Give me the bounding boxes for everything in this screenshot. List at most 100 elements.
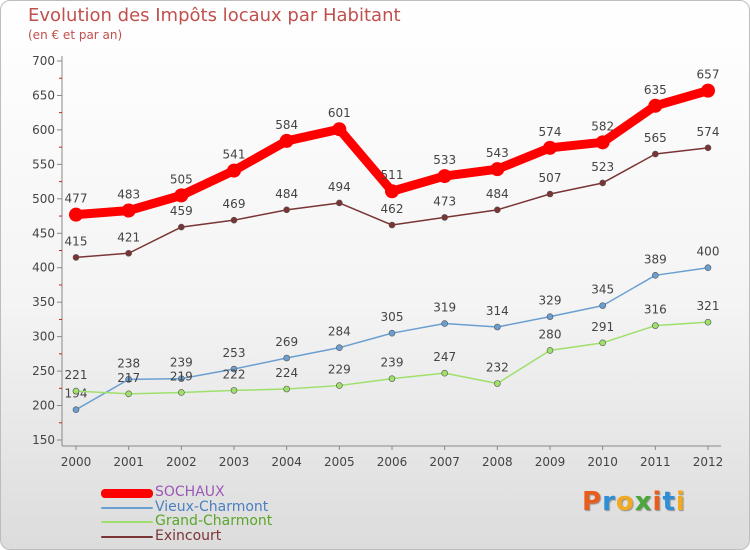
y-tick-label: 550 bbox=[32, 157, 55, 171]
data-label: 507 bbox=[539, 171, 562, 185]
data-point bbox=[227, 163, 241, 178]
data-point bbox=[441, 214, 448, 221]
legend-label: Vieux-Charmont bbox=[155, 498, 269, 515]
x-tick-label: 2003 bbox=[219, 455, 250, 469]
data-label: 305 bbox=[381, 310, 404, 324]
data-point bbox=[230, 216, 238, 224]
data-label: 511 bbox=[381, 168, 404, 182]
data-label: 253 bbox=[223, 346, 246, 360]
x-tick-label: 2000 bbox=[61, 455, 92, 469]
data-point bbox=[704, 264, 712, 272]
legend-swatch bbox=[101, 535, 153, 538]
data-point bbox=[336, 382, 343, 389]
data-label: 494 bbox=[328, 180, 351, 194]
data-point bbox=[72, 254, 80, 261]
chart-axes: 150 200 250 300 350 400 450 500 550 600 650 700 2000… bbox=[32, 54, 723, 469]
data-point bbox=[652, 272, 659, 279]
data-point bbox=[336, 199, 343, 207]
data-label: 473 bbox=[433, 194, 456, 208]
data-point bbox=[494, 323, 501, 331]
data-label: 239 bbox=[381, 356, 404, 370]
series-exincourt: 415 421 459 469 484 494 462 473 484 507 523 565 574 bbox=[65, 125, 720, 261]
data-point bbox=[704, 318, 712, 326]
x-tick-label: 2007 bbox=[429, 455, 460, 469]
brand-logo: Proxiti bbox=[582, 487, 686, 517]
data-label: 459 bbox=[170, 204, 193, 218]
data-label: 280 bbox=[539, 327, 562, 341]
data-point bbox=[125, 249, 132, 257]
data-point bbox=[648, 98, 663, 113]
data-label: 400 bbox=[697, 245, 720, 259]
data-label: 329 bbox=[539, 294, 562, 308]
data-label: 232 bbox=[486, 360, 509, 374]
data-label: 321 bbox=[697, 299, 720, 313]
chart-subtitle: (en € et par an) bbox=[28, 28, 123, 42]
data-point bbox=[388, 375, 396, 382]
data-point bbox=[652, 150, 659, 158]
data-point bbox=[385, 184, 399, 199]
data-point bbox=[546, 190, 554, 198]
data-label: 239 bbox=[170, 356, 193, 370]
data-label: 533 bbox=[433, 153, 456, 167]
data-point bbox=[437, 169, 452, 184]
data-label: 221 bbox=[65, 368, 88, 382]
data-label: 574 bbox=[697, 125, 720, 139]
data-label: 484 bbox=[486, 187, 509, 201]
legend-swatch bbox=[101, 506, 153, 509]
series-grand-charmont: 221 217 219 222 224 229 239 247 232 280 291 316 321 bbox=[65, 299, 720, 398]
data-point bbox=[543, 140, 557, 155]
data-point bbox=[388, 329, 396, 337]
series-vieux-charmont: 194238239253269284305319314329345389400 bbox=[65, 245, 720, 413]
data-label: 389 bbox=[644, 252, 667, 266]
chart-series: 1942382392532692843053193143293453894002… bbox=[65, 68, 720, 413]
y-tick-label: 200 bbox=[32, 399, 55, 413]
data-point bbox=[178, 375, 185, 382]
data-label: 291 bbox=[591, 320, 614, 334]
data-point bbox=[336, 344, 343, 351]
legend-swatch bbox=[101, 521, 153, 523]
data-label: 345 bbox=[591, 283, 614, 297]
y-tick-label: 650 bbox=[32, 88, 55, 102]
x-tick-label: 2005 bbox=[324, 455, 355, 469]
data-point bbox=[388, 221, 396, 229]
x-tick-label: 2008 bbox=[482, 455, 513, 469]
data-point bbox=[69, 207, 83, 222]
data-point bbox=[701, 83, 715, 98]
data-label: 523 bbox=[591, 160, 614, 174]
y-tick-label: 250 bbox=[32, 364, 55, 378]
y-tick-label: 150 bbox=[32, 433, 55, 447]
data-point bbox=[72, 406, 80, 413]
data-point bbox=[599, 339, 606, 347]
data-point bbox=[494, 380, 501, 387]
data-point bbox=[125, 376, 132, 383]
x-tick-label: 2011 bbox=[640, 455, 671, 469]
legend-label: SOCHAUX bbox=[155, 484, 225, 500]
y-tick-label: 450 bbox=[32, 226, 55, 240]
data-point bbox=[494, 206, 501, 214]
data-label: 415 bbox=[65, 234, 88, 248]
data-point bbox=[283, 206, 290, 214]
data-label: 316 bbox=[644, 303, 667, 317]
data-point bbox=[599, 179, 606, 187]
x-tick-label: 2006 bbox=[377, 455, 408, 469]
y-tick-label: 400 bbox=[32, 261, 55, 275]
data-label: 584 bbox=[275, 118, 298, 132]
data-point bbox=[599, 302, 606, 309]
legend-label: Grand-Charmont bbox=[155, 513, 273, 529]
data-label: 601 bbox=[328, 106, 351, 120]
data-label: 224 bbox=[275, 366, 298, 380]
data-label: 319 bbox=[433, 301, 456, 315]
x-tick-label: 2004 bbox=[271, 455, 302, 469]
data-point bbox=[178, 389, 185, 396]
data-label: 421 bbox=[117, 230, 140, 244]
data-point bbox=[490, 162, 505, 177]
data-label: 505 bbox=[170, 172, 193, 186]
x-tick-label: 2010 bbox=[587, 455, 618, 469]
data-point bbox=[441, 369, 448, 377]
data-label: 217 bbox=[117, 371, 140, 385]
y-tick-label: 600 bbox=[32, 123, 55, 137]
x-tick-label: 2001 bbox=[113, 455, 144, 469]
x-tick-label: 2009 bbox=[535, 455, 566, 469]
data-label: 543 bbox=[486, 146, 509, 160]
